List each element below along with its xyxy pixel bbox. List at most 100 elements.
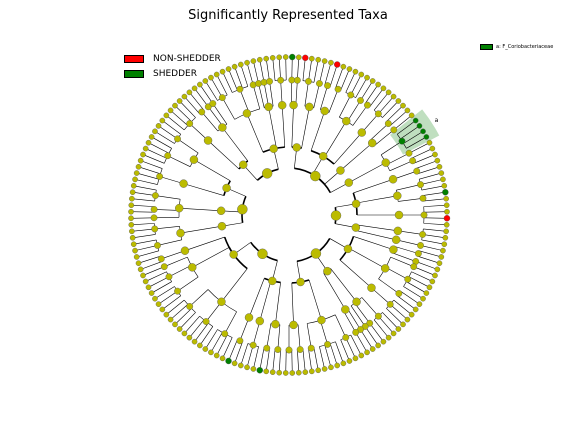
branch-line [253,60,259,84]
branch-line [221,268,248,302]
branch-line [184,236,225,252]
taxon-node-93 [429,278,436,285]
taxon-node-69 [444,208,450,215]
branch-line [277,324,281,350]
branch-line [406,281,427,294]
branch-line [136,250,159,258]
branch-line [207,140,240,170]
branch-line [151,281,172,294]
taxon-node-40 [390,126,398,134]
taxon-node-159 [236,337,244,345]
taxon-node-212 [130,182,137,189]
branch-line [400,125,420,140]
branch-line [411,271,433,282]
taxon-node-256 [237,61,244,68]
taxon-node-150 [263,344,271,352]
branch-line [192,247,230,268]
taxon-node-186 [140,272,146,279]
taxon-node-79 [393,226,403,236]
branch-line [240,64,249,87]
branch-line [134,179,158,185]
branch-line [302,349,306,373]
taxon-node-53 [381,158,390,167]
branch-line [142,266,165,276]
branch-line [164,256,188,267]
branch-line [266,323,272,349]
taxon-node-29 [342,116,351,126]
taxon-node-236 [172,102,178,109]
branch-line [350,74,362,96]
taxon-node-180 [152,295,158,302]
branch-line [420,245,444,251]
taxon-node-185 [165,273,173,281]
taxon-node-11 [305,102,314,112]
taxon-node-143 [296,277,305,287]
branch-line [397,120,416,135]
taxon-node-168 [191,338,198,345]
taxon-node-272 [277,101,287,110]
branch-line [422,191,446,196]
branch-line [340,68,350,91]
taxon-node-144 [310,248,322,259]
taxon-node-258 [244,59,250,66]
taxon-node-166 [221,330,229,338]
taxon-node-97 [404,275,412,283]
branch-line [228,68,238,91]
branch-line [340,142,373,171]
branch-line [199,84,214,104]
branch-line [330,268,357,302]
taxon-node-240 [181,93,188,100]
taxon-node-125 [346,358,353,364]
branch-line [268,106,277,149]
branch-line [343,310,356,333]
branch-line [324,62,332,85]
taxon-node-122 [323,266,332,276]
taxon-node-181 [174,287,181,295]
taxon-node-133 [308,368,315,375]
branch-line [419,250,442,258]
branch-line [177,138,199,154]
taxon-node-72 [420,211,428,219]
taxon-node-228 [155,123,162,129]
branch-line [166,115,185,131]
branch-line [385,267,408,280]
branch-line [180,225,222,234]
branch-line [392,252,416,262]
branch-line [224,311,237,334]
taxon-node-35 [319,152,328,161]
branch-line [222,71,233,93]
taxon-node-106 [367,283,376,293]
taxon-node-68 [443,202,450,209]
taxon-node-26 [375,81,381,88]
branch-line [313,83,320,108]
taxon-node-176 [186,303,194,310]
branch-line [374,129,394,146]
taxon-node-230 [174,135,181,143]
branch-line [291,105,294,148]
branch-line [132,191,156,196]
branch-line [369,323,384,342]
branch-line [328,89,339,113]
taxon-node-10 [316,80,323,87]
branch-line [208,106,224,127]
taxon-node-153 [244,364,250,371]
taxon-node-86 [436,260,443,267]
branch-line [234,66,243,89]
branch-line [234,341,243,364]
taxon-node-99 [412,306,419,313]
taxon-node-92 [410,263,418,271]
branch-line [246,62,254,85]
branch-line [364,84,379,104]
branch-line [240,343,249,366]
taxon-node-20 [352,68,359,75]
taxon-node-179 [155,301,162,307]
branch-line [136,172,159,180]
taxon-node-255 [231,63,238,70]
taxon-node-96 [420,295,426,302]
taxon-node-226 [164,152,172,160]
branch-line [373,319,389,338]
branch-line [329,343,338,366]
branch-line [248,278,265,318]
clade-legend: a: F_Coriobacteriaceae [480,44,553,50]
